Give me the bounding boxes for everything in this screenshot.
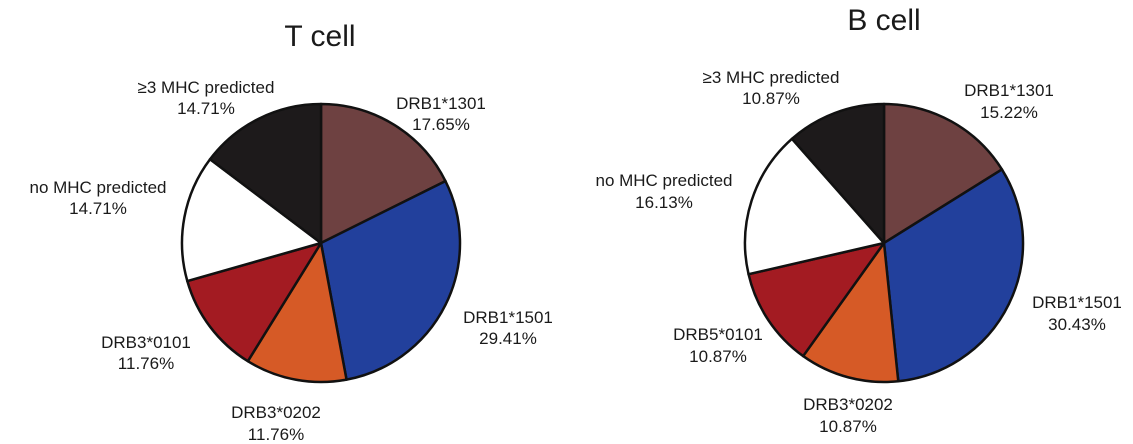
pie-slices [180,102,462,384]
slice-label-drb1-1501: DRB1*1501 29.41% [463,308,553,348]
slice-label-name: DRB3*0101 [101,333,191,352]
slice-label-value: 10.87% [742,89,800,108]
pie-slice-drb3-0202 [801,241,900,384]
pie-slice-drb1-1501 [319,179,462,381]
slice-label-value: 11.76% [118,354,174,373]
slice-label-name: DRB1*1301 [396,94,486,113]
slice-label-drb3-0202: DRB3*0202 10.87% [803,395,893,436]
slice-label-drb1-1501: DRB1*1501 30.43% [1032,293,1122,334]
slice-label-value: 10.87% [689,347,747,366]
slice-label-value: 11.76% [248,425,304,444]
slice-label-name: DRB1*1301 [964,81,1054,100]
pie-chart-t-cell: T cell DRB1*1301 17.65% DRB1*1501 29.41%… [29,20,552,444]
slice-label-drb3-0101: DRB3*0101 11.76% [101,333,191,373]
slice-label-no-mhc-predicted: no MHC predicted 16.13% [595,171,732,212]
slice-label-value: 15.22% [980,103,1038,122]
pie-slice-3-mhc-predicted [208,102,323,245]
pie-chart-b-cell: B cell DRB1*1301 15.22% DRB1*1501 30.43%… [595,4,1121,436]
slice-label-value: 14.71% [177,99,235,118]
pie-slice-no-mhc-predicted [743,137,886,276]
slice-label-name: ≥3 MHC predicted [138,78,275,97]
slice-label-value: 10.87% [819,417,877,436]
slice-label-value: 30.43% [1048,315,1106,334]
slice-label-value: 17.65% [412,115,470,134]
slice-label-name: ≥3 MHC predicted [703,68,840,87]
slice-label-drb1-1301: DRB1*1301 17.65% [396,94,486,134]
slice-label-name: DRB3*0202 [803,395,893,414]
pie-slice-drb3-0202 [246,241,348,384]
slice-label-name: DRB3*0202 [231,403,321,422]
slice-label-value: 16.13% [635,193,693,212]
pie-slice-drb1-1301 [882,102,1004,245]
slice-label-drb1-1301: DRB1*1301 15.22% [964,81,1054,122]
slice-label-value: 14.71% [69,199,127,218]
slice-label-3-mhc-predicted: ≥3 MHC predicted 10.87% [703,68,840,108]
slice-label-3-mhc-predicted: ≥3 MHC predicted 14.71% [138,78,275,118]
slice-label-no-mhc-predicted: no MHC predicted 14.71% [29,178,166,218]
slice-label-name: DRB5*0101 [673,325,763,344]
pie-slices [743,102,1025,384]
slice-label-name: DRB1*1501 [1032,293,1122,312]
slice-label-name: DRB1*1501 [463,308,553,327]
slice-label-drb5-0101: DRB5*0101 10.87% [673,325,763,366]
slice-label-name: no MHC predicted [29,178,166,197]
chart-title: T cell [284,20,355,53]
pie-slice-drb5-0101 [747,241,886,358]
pie-slice-drb1-1301 [319,102,447,245]
slice-label-value: 29.41% [479,329,537,348]
pie-slice-3-mhc-predicted [790,102,886,245]
pie-slice-drb1-1501 [882,168,1025,383]
pie-slice-no-mhc-predicted [180,158,323,283]
chart-title: B cell [847,4,920,37]
slice-label-drb3-0202: DRB3*0202 11.76% [231,403,321,444]
slice-label-name: no MHC predicted [595,171,732,190]
